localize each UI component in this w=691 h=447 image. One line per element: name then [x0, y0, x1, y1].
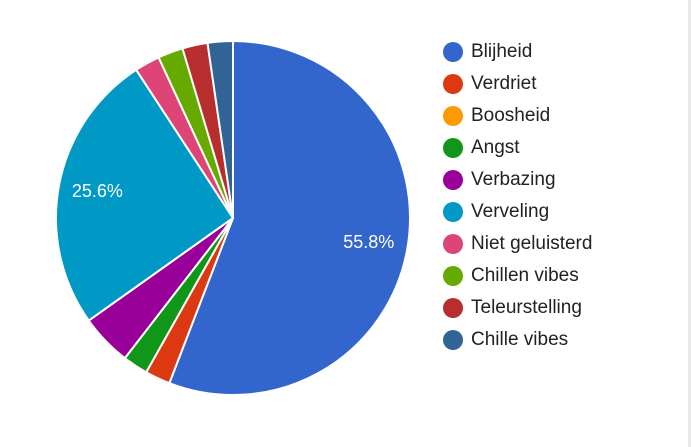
- legend-swatch-icon: [443, 298, 463, 318]
- legend-label: Chille vibes: [471, 329, 569, 350]
- legend-swatch-icon: [443, 74, 463, 94]
- pie-slices: [55, 40, 411, 396]
- data-label-verveling: 25.6%: [72, 181, 123, 201]
- legend-swatch-icon: [443, 234, 463, 254]
- legend-item-blijheid[interactable]: Blijheid: [443, 36, 592, 68]
- legend-item-verbazing[interactable]: Verbazing: [443, 164, 592, 196]
- legend-label: Angst: [471, 137, 520, 158]
- pie-slice-chille-vibes[interactable]: [206, 40, 234, 219]
- pie-data-labels: 55.8% 25.6%: [72, 181, 394, 252]
- legend-label: Verdriet: [471, 73, 537, 94]
- legend-item-niet-geluisterd[interactable]: Niet geluisterd: [443, 228, 592, 260]
- legend-swatch-icon: [443, 266, 463, 286]
- legend-swatch-icon: [443, 202, 463, 222]
- legend-swatch-icon: [443, 170, 463, 190]
- legend-label: Teleurstelling: [471, 297, 582, 318]
- legend-swatch-icon: [443, 330, 463, 350]
- legend-item-angst[interactable]: Angst: [443, 132, 592, 164]
- legend-item-chillen-vibes[interactable]: Chillen vibes: [443, 260, 592, 292]
- legend-item-chille-vibes[interactable]: Chille vibes: [443, 324, 592, 356]
- window-edge: [688, 0, 691, 447]
- legend-label: Blijheid: [471, 41, 533, 62]
- pie-slice-blijheid[interactable]: [168, 40, 411, 396]
- legend-label: Boosheid: [471, 105, 551, 126]
- legend-swatch-icon: [443, 42, 463, 62]
- legend-label: Niet geluisterd: [471, 233, 593, 254]
- legend-item-verveling[interactable]: Verveling: [443, 196, 592, 228]
- legend-swatch-icon: [443, 138, 463, 158]
- pie-slice-verveling[interactable]: [55, 68, 234, 322]
- legend-item-verdriet[interactable]: Verdriet: [443, 68, 592, 100]
- legend-item-teleurstelling[interactable]: Teleurstelling: [443, 292, 592, 324]
- legend-label: Verbazing: [471, 169, 556, 190]
- data-label-blijheid: 55.8%: [343, 232, 394, 252]
- legend-label: Chillen vibes: [471, 265, 579, 286]
- legend-swatch-icon: [443, 106, 463, 126]
- legend: Blijheid Verdriet Boosheid Angst Verbazing Ve…: [443, 36, 592, 356]
- legend-label: Verveling: [471, 201, 550, 222]
- legend-item-boosheid[interactable]: Boosheid: [443, 100, 592, 132]
